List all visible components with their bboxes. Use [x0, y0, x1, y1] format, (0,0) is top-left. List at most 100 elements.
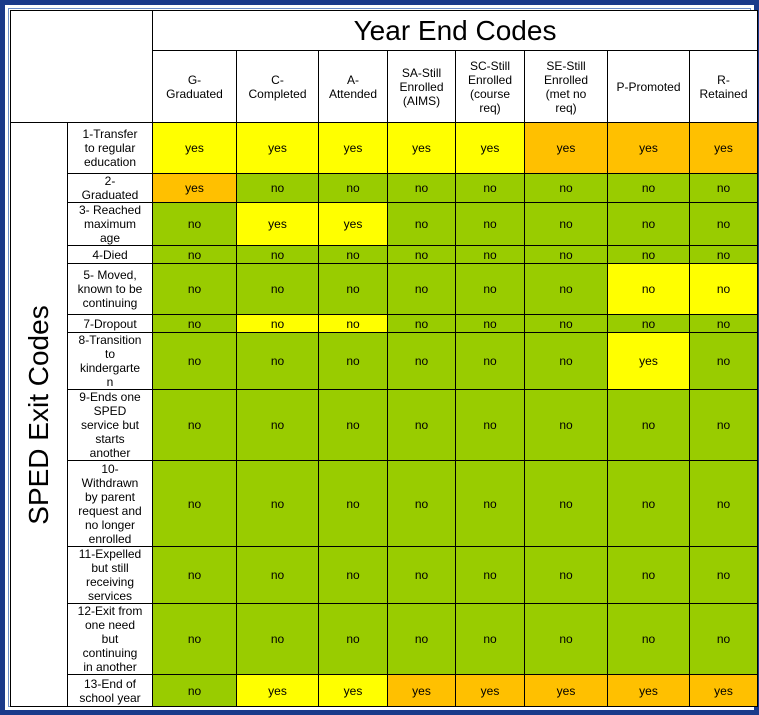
table-cell: no — [387, 546, 456, 604]
table-cell: no — [236, 603, 319, 675]
table-row: 10- Withdrawn by parent request and no l… — [11, 460, 759, 547]
table-cell: no — [152, 263, 237, 315]
table-cell: no — [152, 332, 237, 390]
column-header: SE-Still Enrolled (met no req) — [524, 50, 608, 123]
table-cell: no — [455, 314, 525, 333]
table-cell: no — [524, 546, 608, 604]
row-label: 1-Transfer to regular education — [67, 122, 153, 174]
table-cell: yes — [318, 122, 388, 174]
table-cell: no — [524, 245, 608, 264]
table-cell: no — [688, 546, 759, 604]
table-cell: no — [236, 173, 319, 203]
table-cell: no — [318, 314, 388, 333]
side-label-cell: SPED Exit Codes — [10, 122, 68, 707]
table-cell: no — [688, 603, 759, 675]
table-cell: no — [688, 263, 759, 315]
row-label: 3- Reached maximum age — [67, 202, 153, 246]
table-cell: no — [607, 460, 690, 547]
table-cell: yes — [236, 674, 319, 707]
table-cell: no — [607, 603, 690, 675]
table-cell: no — [152, 202, 237, 246]
table-cell: no — [455, 332, 525, 390]
table-cell: yes — [318, 674, 388, 707]
table-cell: no — [524, 603, 608, 675]
column-header: R- Retained — [688, 50, 759, 123]
table-cell: no — [524, 389, 608, 461]
table-row: 8-Transition to kindergarte n no no no no no n… — [11, 332, 759, 390]
row-label: 4-Died — [67, 245, 153, 264]
column-header: A- Attended — [318, 50, 388, 123]
table-cell: no — [387, 460, 456, 547]
table-cell: yes — [236, 122, 319, 174]
table-cell: no — [236, 245, 319, 264]
table-row: 11-Expelled but still receiving services… — [11, 546, 759, 604]
table-cell: yes — [387, 674, 456, 707]
table-cell: no — [387, 173, 456, 203]
table-row: 4-Died no no no no no no no no — [11, 245, 759, 264]
column-header: SC-Still Enrolled (course req) — [455, 50, 525, 123]
table-cell: yes — [524, 674, 608, 707]
column-header: G- Graduated — [152, 50, 237, 123]
table-cell: no — [607, 389, 690, 461]
table-cell: no — [387, 263, 456, 315]
row-label: 10- Withdrawn by parent request and no l… — [67, 460, 153, 547]
row-label: 12-Exit from one need but continuing in … — [67, 603, 153, 675]
table-cell: yes — [318, 202, 388, 246]
table-cell: yes — [455, 674, 525, 707]
column-header: P-Promoted — [607, 50, 690, 123]
table-cell: yes — [688, 674, 759, 707]
table-cell: no — [607, 314, 690, 333]
table-cell: no — [152, 603, 237, 675]
table-cell: no — [152, 245, 237, 264]
table-cell: no — [607, 173, 690, 203]
table-cell: no — [524, 460, 608, 547]
table-row: 5- Moved, known to be continuing no no no no… — [11, 263, 759, 315]
side-label: SPED Exit Codes — [23, 304, 54, 525]
table-cell: yes — [607, 332, 690, 390]
table-cell: no — [387, 202, 456, 246]
header-row: G- Graduated C- Completed A- Attended SA-St… — [11, 50, 759, 123]
table-cell: no — [387, 603, 456, 675]
table-cell: no — [318, 332, 388, 390]
table-cell: no — [318, 245, 388, 264]
corner-blank — [10, 10, 153, 123]
table-cell: yes — [387, 122, 456, 174]
table-cell: no — [236, 263, 319, 315]
table-cell: no — [236, 460, 319, 547]
table-cell: no — [688, 332, 759, 390]
table-cell: no — [455, 263, 525, 315]
table-cell: no — [524, 314, 608, 333]
column-header: C- Completed — [236, 50, 319, 123]
table-row: 3- Reached maximum age no yes yes no no no no no — [11, 202, 759, 246]
table-cell: no — [455, 202, 525, 246]
table-row: 12-Exit from one need but continuing in … — [11, 603, 759, 675]
table-cell: yes — [236, 202, 319, 246]
table-row: SPED Exit Codes 1-Transfer to regular edu… — [10, 122, 759, 707]
row-label: 8-Transition to kindergarte n — [67, 332, 153, 390]
table-cell: no — [455, 603, 525, 675]
table-cell: no — [524, 173, 608, 203]
row-label: 13-End of school year — [67, 674, 153, 707]
table-row: 13-End of school year no yes yes yes yes yes ye… — [11, 674, 759, 707]
table-cell: no — [236, 389, 319, 461]
table-cell: no — [688, 202, 759, 246]
table-cell: no — [455, 460, 525, 547]
row-label: 5- Moved, known to be continuing — [67, 263, 153, 315]
table-cell: no — [524, 202, 608, 246]
table-row: 2- Graduated yes no no no no no no no — [11, 173, 759, 203]
table-cell: yes — [524, 122, 608, 174]
table-cell: no — [607, 245, 690, 264]
table-title: Year End Codes — [151, 10, 759, 51]
table-cell: no — [236, 546, 319, 604]
row-label: 11-Expelled but still receiving services — [67, 546, 153, 604]
table-cell: no — [236, 314, 319, 333]
table-cell: yes — [607, 674, 690, 707]
table-cell: no — [607, 546, 690, 604]
row-label: 9-Ends one SPED service but starts anoth… — [67, 389, 153, 461]
table-cell: no — [152, 314, 237, 333]
table-cell: no — [455, 389, 525, 461]
table-cell: no — [455, 546, 525, 604]
exit-codes-table: Year End Codes G- Graduated C- Completed A… — [10, 10, 759, 707]
table-row: 7-Dropout no no no no no no no no — [11, 314, 759, 333]
